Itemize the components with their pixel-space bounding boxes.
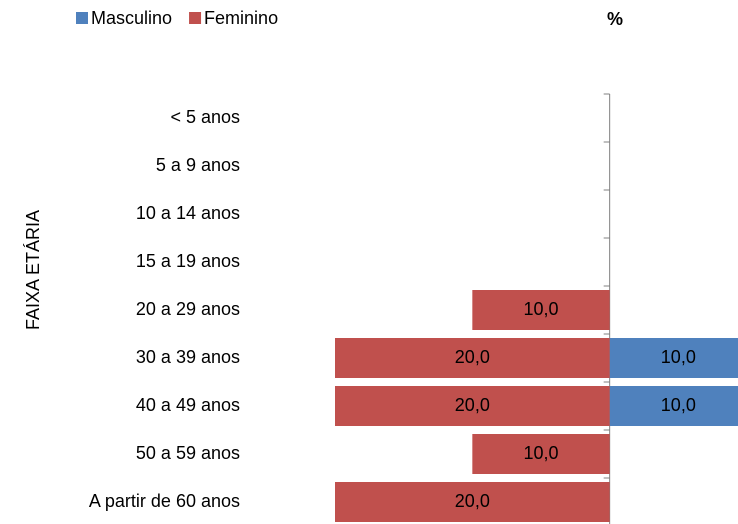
bar bbox=[609, 386, 738, 426]
bar bbox=[609, 338, 738, 378]
value-label: 10,0 bbox=[523, 443, 558, 463]
y-tick-label: 50 a 59 anos bbox=[136, 443, 240, 463]
legend-label: Masculino bbox=[91, 8, 172, 28]
bar bbox=[335, 338, 610, 378]
y-tick-label: 5 a 9 anos bbox=[156, 155, 240, 175]
legend-swatch bbox=[76, 12, 88, 24]
value-label: 20,0 bbox=[455, 491, 490, 511]
value-label: 10,0 bbox=[661, 347, 696, 367]
value-label: 20,0 bbox=[455, 395, 490, 415]
value-label: 10,0 bbox=[661, 395, 696, 415]
value-label: 20,0 bbox=[455, 347, 490, 367]
bar bbox=[335, 386, 610, 426]
y-axis-label: FAIXA ETÁRIA bbox=[23, 210, 43, 330]
y-tick-label: 40 a 49 anos bbox=[136, 395, 240, 415]
legend-label: Feminino bbox=[204, 8, 278, 28]
bar bbox=[472, 290, 610, 330]
legend-swatch bbox=[189, 12, 202, 24]
x-axis-label: % bbox=[607, 9, 623, 29]
y-tick-label: 10 a 14 anos bbox=[136, 203, 240, 223]
y-tick-label: 15 a 19 anos bbox=[136, 251, 240, 271]
y-tick-label: 20 a 29 anos bbox=[136, 299, 240, 319]
bar bbox=[335, 482, 610, 522]
y-tick-label: A partir de 60 anos bbox=[89, 491, 240, 511]
y-tick-label: 30 a 39 anos bbox=[136, 347, 240, 367]
bar bbox=[472, 434, 610, 474]
value-label: 10,0 bbox=[523, 299, 558, 319]
y-tick-label: < 5 anos bbox=[170, 107, 240, 127]
